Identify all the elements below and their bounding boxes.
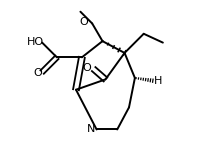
Text: N: N bbox=[86, 124, 94, 134]
Text: HO: HO bbox=[27, 37, 44, 47]
Text: O: O bbox=[33, 68, 42, 78]
Text: O: O bbox=[79, 17, 88, 27]
Text: H: H bbox=[153, 76, 161, 86]
Text: O: O bbox=[82, 63, 90, 73]
